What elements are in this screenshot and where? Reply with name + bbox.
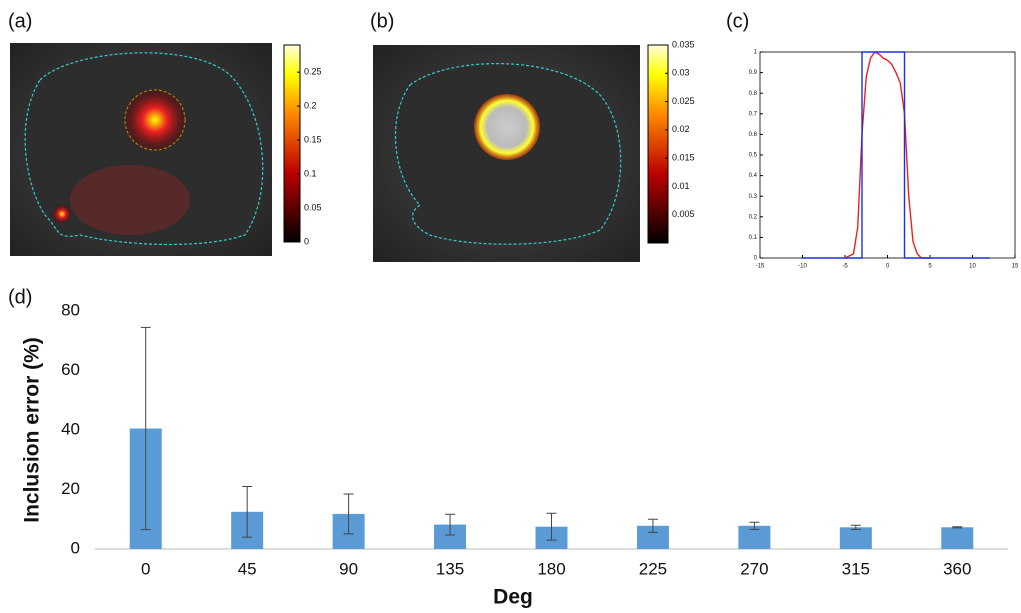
y-tick-label: 0 bbox=[71, 538, 80, 557]
y-tick-label: 0 bbox=[754, 256, 758, 262]
panel-label: (d) bbox=[8, 286, 32, 308]
x-tick-label: 15 bbox=[1012, 264, 1019, 270]
colorbar-tick-label: 0.03 bbox=[672, 68, 690, 78]
error-bar bbox=[749, 521, 760, 530]
x-tick-label: -5 bbox=[842, 264, 848, 270]
x-tick-label: 135 bbox=[436, 559, 464, 578]
line bbox=[844, 51, 930, 259]
y-tick-label: 0.7 bbox=[749, 111, 758, 117]
x-tick-label: 360 bbox=[943, 559, 971, 578]
panel-label: (b) bbox=[370, 10, 394, 32]
x-tick-label: 45 bbox=[238, 559, 257, 578]
y-axis-title: Inclusion error (%) bbox=[21, 337, 44, 523]
y-tick-label: 0.5 bbox=[749, 153, 758, 159]
bar bbox=[941, 527, 974, 549]
x-tick-label: 315 bbox=[842, 559, 870, 578]
y-tick-label: 0.2 bbox=[749, 214, 758, 220]
colorbar bbox=[647, 44, 669, 244]
x-tick-label: 0 bbox=[886, 264, 890, 270]
y-tick-label: 20 bbox=[61, 479, 80, 498]
panel-label: (c) bbox=[726, 10, 749, 32]
x-axis-title: Deg bbox=[493, 586, 533, 609]
error-bar bbox=[850, 524, 861, 530]
colorbar-tick-label: 0.25 bbox=[304, 67, 322, 77]
x-tick-label: 5 bbox=[928, 264, 932, 270]
x-tick-label: -15 bbox=[756, 264, 765, 270]
bar bbox=[738, 525, 771, 549]
colorbar-tick-label: 0.15 bbox=[304, 134, 322, 144]
x-tick-label: 225 bbox=[639, 559, 667, 578]
x-tick-label: 180 bbox=[537, 559, 565, 578]
error-bar bbox=[647, 518, 658, 533]
y-tick-label: 80 bbox=[61, 300, 80, 319]
image-a bbox=[10, 43, 272, 256]
y-tick-label: 0.6 bbox=[749, 132, 758, 138]
y-tick-label: 0.9 bbox=[749, 70, 758, 76]
colorbar-tick-label: 0.2 bbox=[304, 101, 317, 111]
colorbar-tick-label: 0.015 bbox=[672, 153, 695, 163]
colorbar-tick-label: 0.025 bbox=[672, 96, 695, 106]
y-tick-label: 40 bbox=[61, 419, 80, 438]
line bbox=[802, 51, 990, 259]
x-tick-label: -10 bbox=[798, 264, 807, 270]
colorbar-tick-label: 0.035 bbox=[672, 39, 695, 49]
x-tick-label: 270 bbox=[740, 559, 768, 578]
y-tick-label: 1 bbox=[754, 50, 758, 56]
colorbar bbox=[283, 44, 301, 243]
colorbar-tick-label: 0.1 bbox=[304, 168, 317, 178]
y-tick-label: 0.4 bbox=[749, 173, 758, 179]
error-bar bbox=[952, 526, 963, 529]
error-bar bbox=[140, 326, 151, 531]
colorbar-tick-label: 0.05 bbox=[304, 202, 322, 212]
y-tick-label: 0.3 bbox=[749, 194, 758, 200]
y-tick-label: 60 bbox=[61, 360, 80, 379]
x-tick-label: 10 bbox=[969, 264, 976, 270]
colorbar-tick-label: 0.02 bbox=[672, 124, 690, 134]
colorbar-tick-label: 0.01 bbox=[672, 181, 690, 191]
bar bbox=[636, 525, 669, 549]
bar bbox=[839, 527, 872, 549]
error-bar bbox=[242, 486, 253, 538]
x-tick-label: 0 bbox=[141, 559, 150, 578]
error-bar bbox=[445, 513, 456, 536]
plot-frame bbox=[759, 51, 1016, 259]
panel-label: (a) bbox=[8, 10, 32, 32]
y-tick-label: 0.8 bbox=[749, 91, 758, 97]
x-tick-label: 90 bbox=[339, 559, 358, 578]
colorbar-tick-label: 0.005 bbox=[672, 209, 695, 219]
image-b bbox=[373, 45, 640, 262]
error-bar bbox=[546, 512, 557, 541]
colorbar-tick-label: 0 bbox=[304, 236, 309, 246]
error-bar bbox=[343, 493, 354, 535]
y-tick-label: 0.1 bbox=[749, 235, 758, 241]
